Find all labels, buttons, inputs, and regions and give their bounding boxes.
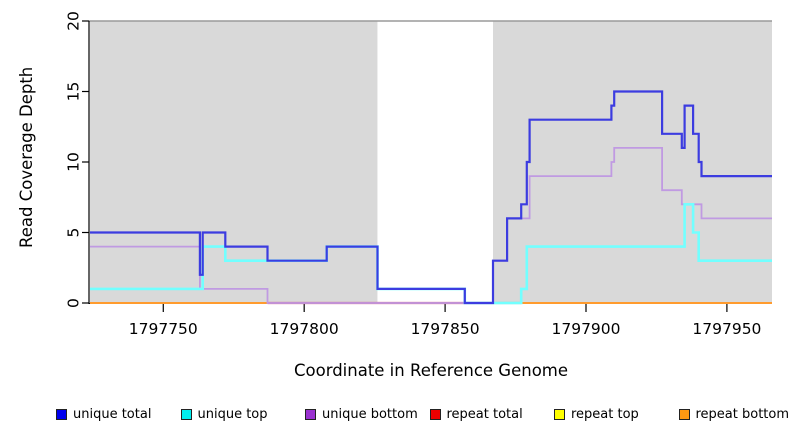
- legend-item-unique-bottom: unique bottom: [305, 403, 418, 425]
- x-tick-label: 1797900: [551, 320, 620, 338]
- legend-label: repeat top: [571, 406, 639, 422]
- x-axis-title: Coordinate in Reference Genome: [293, 361, 569, 380]
- legend-label: repeat total: [446, 406, 523, 422]
- x-tick-label: 1797950: [692, 320, 761, 338]
- y-tick-label: 0: [64, 298, 82, 308]
- x-tick-label: 1797750: [129, 320, 198, 338]
- legend-item-unique-top: unique top: [180, 403, 268, 425]
- y-tick-label: 10: [64, 152, 82, 172]
- background-band: [493, 21, 772, 303]
- legend-swatch-unique-bottom: [305, 408, 316, 420]
- legend-label: repeat bottom: [695, 406, 790, 422]
- x-tick-label: 1797850: [411, 320, 480, 338]
- legend-swatch-repeat-bottom: [678, 408, 690, 420]
- legend-swatch-unique-total: [56, 408, 67, 420]
- legend-label: unique total: [73, 406, 152, 422]
- legend-item-repeat-top: repeat top: [554, 403, 639, 425]
- x-tick-label: 1797800: [270, 320, 339, 338]
- background-band: [90, 21, 378, 303]
- y-tick-label: 15: [64, 82, 82, 102]
- legend: unique total unique top unique bottom repea…: [0, 403, 792, 427]
- series-unique-bottom-line: [90, 147, 772, 304]
- legend-item-unique-total: unique total: [56, 403, 151, 425]
- legend-item-repeat-bottom: repeat bottom: [678, 403, 790, 425]
- y-axis-title: Read Coverage Depth: [17, 66, 36, 248]
- legend-label: unique top: [197, 406, 268, 422]
- legend-label: unique bottom: [322, 406, 418, 422]
- legend-item-repeat-total: repeat total: [429, 403, 523, 425]
- y-tick-label: 5: [64, 228, 82, 238]
- legend-swatch-repeat-total: [429, 408, 441, 420]
- y-tick-label: 20: [64, 11, 82, 31]
- legend-swatch-repeat-top: [554, 408, 565, 420]
- series-unique-total-line: [90, 90, 772, 305]
- legend-swatch-unique-top: [180, 408, 192, 420]
